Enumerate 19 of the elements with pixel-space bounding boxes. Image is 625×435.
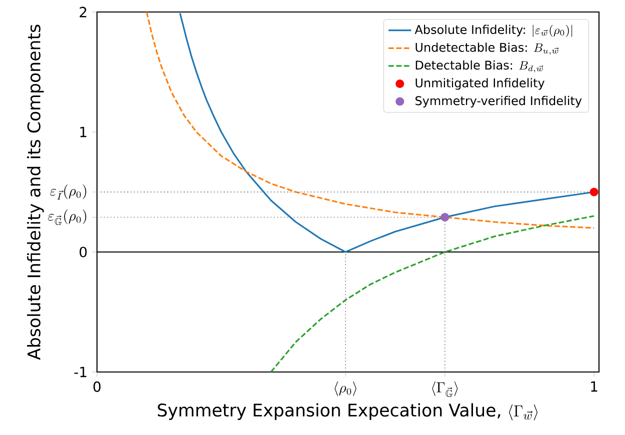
x-axis-title: $\text{Symmetry Expansion Expecation Value, }\langle\Gamma_{\vec{w}}\rangle$ (158, 403, 538, 420)
line-series (270, 215, 595, 372)
x-tick-label: $\langle\Gamma_{\vec{\mathbb{G}}}\rangle$ (432, 381, 458, 397)
y-tick-label: $\varepsilon_{\vec{I}}(\rho_0)$ (50, 184, 86, 200)
y-axis-title: Absolute Infidelity and its Components (27, 24, 44, 360)
legend-label: $\text{Detectable Bias: }B_{d,\vec{w}}$ (416, 60, 544, 73)
line-series (146, 12, 595, 229)
x-tick-label: 1 (591, 381, 598, 392)
legend-label: $\text{Undetectable Bias: }B_{u,\vec{w}}$ (416, 42, 559, 55)
y-tick-label: $\varepsilon_{\vec{\mathbb{G}}}(\rho_0)$ (48, 210, 86, 226)
x-tick-label: $\langle\rho_0\rangle$ (334, 381, 356, 396)
y-tick-label: 1 (80, 126, 86, 138)
legend-label: Unmitigated Infidelity (416, 78, 544, 90)
legend-label: $\text{Absolute Infidelity: }|\varepsilon_{\vec{w}}(\rho_0)|$ (414, 24, 572, 37)
y-tick-label: 2 (80, 6, 86, 18)
x-tick-label: 0 (93, 381, 101, 392)
y-tick-label: $\text{-1}$ (74, 366, 86, 378)
legend-label: Symmetry-verified Infidelity (416, 96, 582, 108)
y-tick-label: 0 (80, 246, 87, 258)
